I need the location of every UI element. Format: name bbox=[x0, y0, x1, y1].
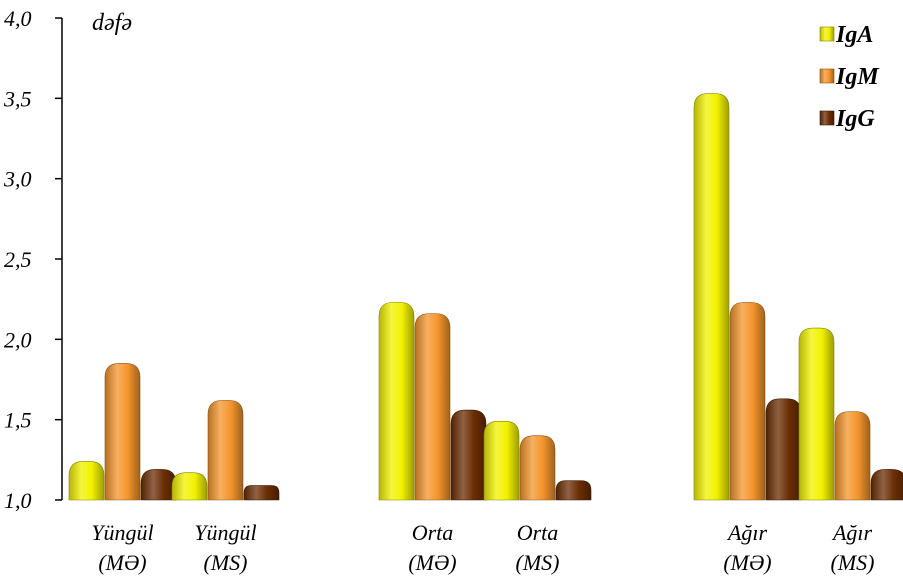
legend-label-igm: IgM bbox=[835, 64, 880, 90]
bar-igg bbox=[243, 485, 280, 501]
x-category-label: Yüngül bbox=[91, 520, 153, 545]
bar-igm bbox=[729, 302, 766, 501]
bar-igm bbox=[519, 435, 556, 501]
y-tick-label: 1,5 bbox=[4, 408, 32, 433]
y-tick-label: 1,0 bbox=[4, 488, 32, 513]
bar-iga bbox=[693, 93, 730, 501]
y-tick-label: 2,0 bbox=[4, 327, 32, 352]
legend-swatch-iga bbox=[819, 26, 835, 42]
x-category-label: Yüngül bbox=[194, 520, 256, 545]
x-category-label: Orta bbox=[517, 520, 559, 545]
x-category-label: (MS) bbox=[204, 550, 248, 575]
legend-label-iga: IgA bbox=[835, 22, 873, 48]
bar-igm bbox=[104, 363, 141, 501]
x-category-label: Ağır bbox=[726, 520, 768, 545]
bar-igm bbox=[207, 400, 244, 501]
y-tick-label: 2,5 bbox=[4, 247, 32, 272]
bar-igg bbox=[765, 398, 802, 501]
bar-iga bbox=[798, 327, 835, 501]
x-category-label: (MƏ) bbox=[723, 550, 771, 575]
x-category-label: (MƏ) bbox=[98, 550, 146, 575]
bar-iga bbox=[483, 420, 520, 501]
x-category-label: Ağır bbox=[831, 520, 873, 545]
bar-iga bbox=[171, 472, 208, 501]
bar-igg bbox=[140, 469, 177, 501]
x-category-label: (MƏ) bbox=[408, 550, 456, 575]
legend-label-igg: IgG bbox=[835, 106, 875, 132]
x-category-label: (MS) bbox=[831, 550, 875, 575]
bar-iga bbox=[68, 461, 105, 501]
bar-igm bbox=[834, 411, 871, 501]
x-category-label: (MS) bbox=[516, 550, 560, 575]
legend-swatch-igg bbox=[819, 110, 835, 126]
bar-igg bbox=[450, 409, 487, 501]
bar-igg bbox=[870, 469, 903, 501]
y-tick-label: 3,5 bbox=[3, 86, 32, 111]
bar-igm bbox=[414, 313, 451, 501]
y-tick-label: 3,0 bbox=[3, 167, 32, 192]
legend-swatch-igm bbox=[819, 68, 835, 84]
y-tick-label: 4,0 bbox=[4, 6, 32, 31]
x-category-label: Orta bbox=[412, 520, 454, 545]
y-axis-label: dəfə bbox=[92, 10, 132, 36]
bar-iga bbox=[378, 302, 415, 501]
bar-igg bbox=[555, 480, 592, 501]
